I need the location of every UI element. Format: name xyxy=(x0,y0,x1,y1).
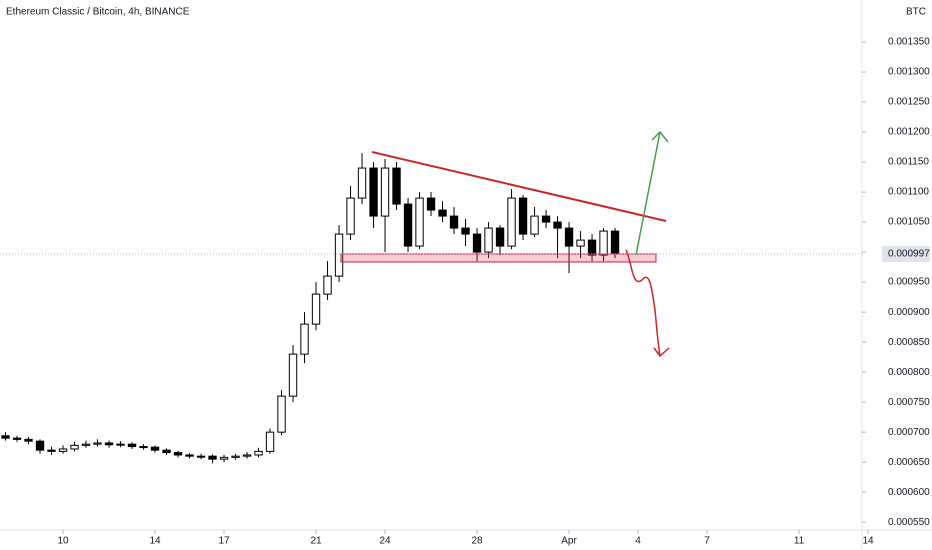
candle-body xyxy=(93,442,102,445)
y-tick-label: 0.000550 xyxy=(888,517,930,528)
candle-body xyxy=(541,215,551,223)
candle-body xyxy=(12,437,22,440)
candle-body xyxy=(507,197,516,247)
y-tick-label: 0.000750 xyxy=(888,397,930,408)
candle-body xyxy=(449,215,459,229)
candle-body xyxy=(553,221,562,229)
candle-body xyxy=(311,293,321,325)
x-tick-label: 24 xyxy=(379,536,391,547)
candle-body xyxy=(265,431,275,452)
candle-body xyxy=(70,444,79,450)
candle-body xyxy=(392,167,401,205)
y-tick-label: 0.000900 xyxy=(888,307,930,318)
candle-body xyxy=(334,233,344,277)
candle-body xyxy=(288,353,298,397)
candle-body xyxy=(127,443,137,448)
candle-body xyxy=(576,239,585,247)
last-price-tag xyxy=(882,245,930,262)
x-tick-label: 7 xyxy=(704,536,710,547)
candle-body xyxy=(47,449,56,452)
candle-body xyxy=(254,450,263,456)
y-tick-label: 0.000800 xyxy=(888,367,930,378)
y-tick-label: 0.000950 xyxy=(888,277,930,288)
x-tick-label: 17 xyxy=(218,536,230,547)
candle-body xyxy=(369,167,378,217)
candle-body xyxy=(346,197,355,235)
x-tick-label: 28 xyxy=(471,536,483,547)
candle-body xyxy=(472,233,482,253)
y-tick-label: 0.000600 xyxy=(888,487,930,498)
y-tick-label: 0.001250 xyxy=(888,97,930,108)
candle-body xyxy=(116,443,125,446)
candle-body xyxy=(300,323,309,355)
candle-body xyxy=(530,215,539,235)
candle-body xyxy=(219,456,229,460)
candle-body xyxy=(426,197,436,211)
candle-body xyxy=(58,448,68,452)
candle-body xyxy=(139,446,148,449)
candle-body xyxy=(196,455,206,458)
y-tick-label: 0.001350 xyxy=(888,37,930,48)
candle-body xyxy=(461,227,470,235)
candle-body xyxy=(599,230,608,256)
y-tick-label: 0.001150 xyxy=(888,157,929,168)
candle-body xyxy=(518,197,528,235)
candle-body xyxy=(495,227,505,247)
candle-body xyxy=(150,446,160,451)
candle-body xyxy=(323,275,332,295)
candle-body xyxy=(380,167,390,217)
x-tick-label: 21 xyxy=(310,536,322,547)
y-tick-label: 0.001200 xyxy=(888,127,930,138)
x-tick-label: 14 xyxy=(149,536,161,547)
candle-body xyxy=(610,230,620,255)
x-tick-label: 10 xyxy=(57,536,69,547)
breakout-arrow xyxy=(635,130,669,256)
y-tick-label: 0.000650 xyxy=(888,457,930,468)
x-tick-label: 11 xyxy=(794,536,805,547)
plot xyxy=(1,153,620,464)
y-tick-label: 0.001300 xyxy=(888,67,930,78)
support-zone xyxy=(340,253,657,263)
candle-body xyxy=(162,449,171,454)
y-tick-label: 0.001050 xyxy=(888,217,930,228)
x-tick-label: Apr xyxy=(561,536,577,547)
x-tick-label: 4 xyxy=(635,536,641,547)
candle-body xyxy=(81,443,91,446)
candle-body xyxy=(484,227,493,253)
candle-body xyxy=(104,442,114,446)
candle-body xyxy=(1,435,10,439)
currency-label: BTC xyxy=(906,7,926,18)
candle-body xyxy=(357,167,367,199)
candle-body xyxy=(438,209,447,217)
candle-body xyxy=(231,455,240,458)
candle-body xyxy=(403,203,413,247)
candle-body xyxy=(242,454,252,457)
candle-body xyxy=(35,440,45,451)
last-price-label: 0.000997 xyxy=(888,249,930,260)
candle-body xyxy=(208,455,217,460)
candle-body xyxy=(173,452,183,456)
candle-body xyxy=(587,239,597,256)
y-tick-label: 0.000850 xyxy=(888,337,930,348)
resistance-line xyxy=(371,151,667,222)
y-tick-label: 0.001100 xyxy=(888,187,929,198)
y-tick-label: 0.000700 xyxy=(888,427,930,438)
x-tick-label: 14 xyxy=(862,536,874,547)
breakdown-arrow xyxy=(625,249,670,358)
candle-body xyxy=(415,197,424,247)
candle-body xyxy=(24,438,33,442)
chart-title: Ethereum Classic / Bitcoin, 4h, BINANCE xyxy=(6,7,190,18)
candle-body xyxy=(564,227,574,247)
candle-body xyxy=(185,454,194,457)
candle-body xyxy=(277,395,286,433)
